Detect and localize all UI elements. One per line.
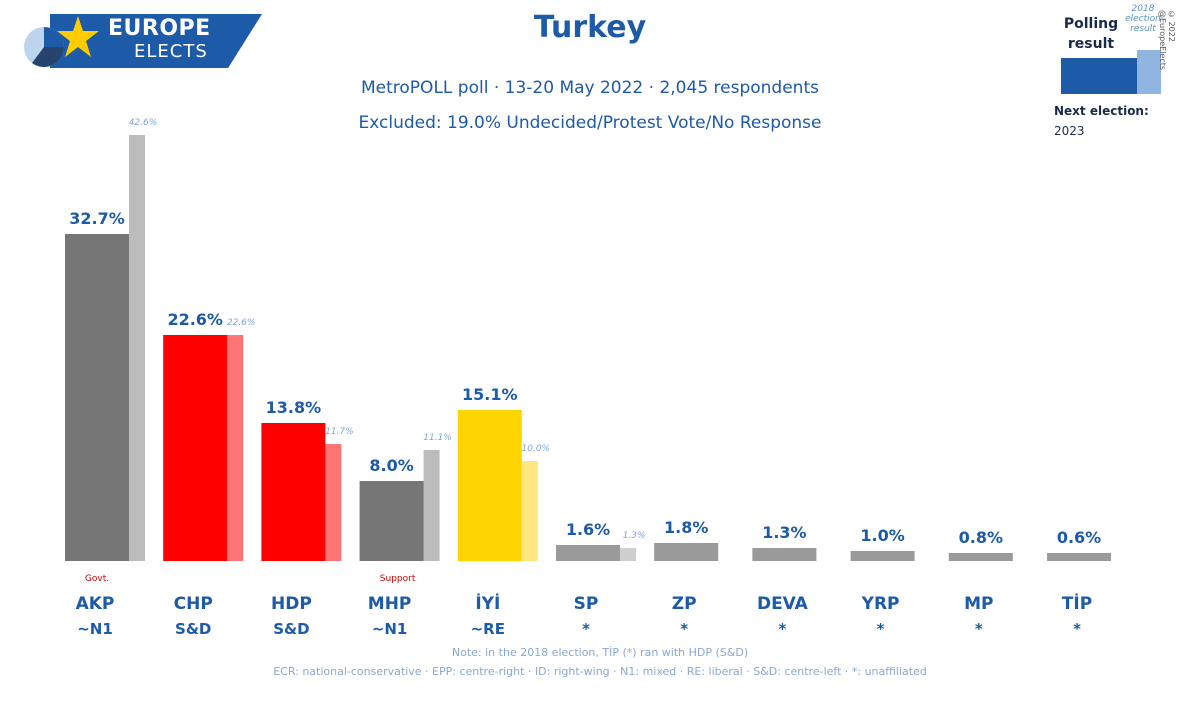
footnote-2018: Note: in the 2018 election, TİP (*) ran …: [451, 646, 749, 659]
bar-poll-mhp: [359, 481, 424, 561]
logo-text-europe: EUROPE: [108, 16, 211, 41]
bar-2018-hdp: [325, 444, 342, 561]
excluded-note: Excluded: 19.0% Undecided/Protest Vote/N…: [358, 113, 822, 133]
bar-2018-mhp: [423, 450, 440, 561]
bar-poll-chp: [163, 335, 228, 561]
bar-poll-zp: [654, 543, 719, 561]
party-name-mhp: MHP: [368, 594, 412, 614]
label-poll-zp: 1.8%: [664, 518, 708, 537]
poll-subtitle: MetroPOLL poll · 13-20 May 2022 · 2,045 …: [361, 78, 819, 98]
label-poll-hdp: 13.8%: [266, 398, 322, 417]
label-poll-yrp: 1.0%: [860, 526, 904, 545]
party-group-mhp: ~N1: [372, 620, 408, 638]
label-poll-akp: 32.7%: [69, 209, 125, 228]
party-name-akp: AKP: [76, 594, 115, 614]
label-poll-chp: 22.6%: [167, 310, 223, 329]
logo-text-elects: ELECTS: [134, 41, 208, 62]
legend-previous-swatch: [1137, 50, 1161, 94]
legend-previous-label: 2018 election result: [1125, 4, 1161, 34]
party-group-yrp: *: [877, 620, 885, 638]
bar-poll-sp: [556, 545, 620, 561]
label-2018-sp: 1.3%: [623, 531, 646, 541]
party-group-iyi: ~RE: [471, 620, 505, 638]
party-name-mp: MP: [964, 594, 993, 614]
party-name-hdp: HDP: [271, 594, 312, 614]
party-name-sp: SP: [574, 594, 599, 614]
label-2018-hdp: 11.7%: [325, 427, 354, 437]
bar-poll-iyi: [457, 410, 522, 561]
party-group-deva: *: [778, 620, 786, 638]
party-name-deva: DEVA: [757, 594, 809, 614]
party-group-chp: S&D: [175, 620, 211, 638]
next-election-label: Next election:: [1054, 104, 1149, 118]
logo-emblem-icon: [24, 16, 99, 67]
bar-2018-chp: [227, 335, 244, 561]
label-poll-tip: 0.6%: [1057, 528, 1101, 547]
label-2018-akp: 42.6%: [129, 118, 158, 128]
label-poll-iyi: 15.1%: [462, 385, 518, 404]
bar-poll-akp: [65, 234, 129, 561]
europe-elects-logo: EUROPE ELECTS: [22, 14, 262, 68]
label-poll-sp: 1.6%: [566, 520, 610, 539]
party-group-mp: *: [975, 620, 983, 638]
party-group-zp: *: [680, 620, 688, 638]
bar-poll-deva: [752, 548, 817, 561]
label-2018-chp: 22.6%: [227, 318, 256, 328]
party-name-iyi: İYİ: [475, 592, 500, 614]
footnote-groups: ECR: national-conservative · EPP: centre…: [273, 665, 927, 678]
label-2018-mhp: 11.1%: [423, 433, 452, 443]
party-name-chp: CHP: [174, 594, 213, 614]
party-group-akp: ~N1: [77, 620, 113, 638]
party-group-sp: *: [582, 620, 590, 638]
party-name-yrp: YRP: [861, 594, 900, 614]
label-2018-iyi: 10.0%: [522, 444, 551, 454]
next-election-year: 2023: [1054, 124, 1085, 138]
party-group-tip: *: [1073, 620, 1081, 638]
bar-2018-sp: [620, 548, 636, 561]
bar-poll-mp: [948, 553, 1013, 561]
label-poll-mp: 0.8%: [959, 528, 1003, 547]
role-label-mhp: Support: [380, 574, 416, 584]
bar-poll-yrp: [850, 551, 915, 561]
party-group-hdp: S&D: [273, 620, 309, 638]
bar-poll-tip: [1047, 553, 1111, 561]
chart-title: Turkey: [533, 10, 647, 45]
copyright-text: © 2022 @EuropeElects: [1158, 10, 1176, 71]
bar-2018-akp: [129, 135, 145, 561]
role-label-akp: Govt.: [85, 574, 109, 584]
party-name-tip: TİP: [1062, 592, 1092, 614]
bar-2018-iyi: [521, 461, 538, 561]
legend-polling-swatch: [1061, 58, 1137, 94]
label-poll-mhp: 8.0%: [369, 456, 413, 475]
party-name-zp: ZP: [672, 594, 697, 614]
label-poll-deva: 1.3%: [762, 523, 806, 542]
legend-polling-label: Polling result: [1063, 16, 1119, 52]
bar-poll-hdp: [261, 423, 326, 561]
